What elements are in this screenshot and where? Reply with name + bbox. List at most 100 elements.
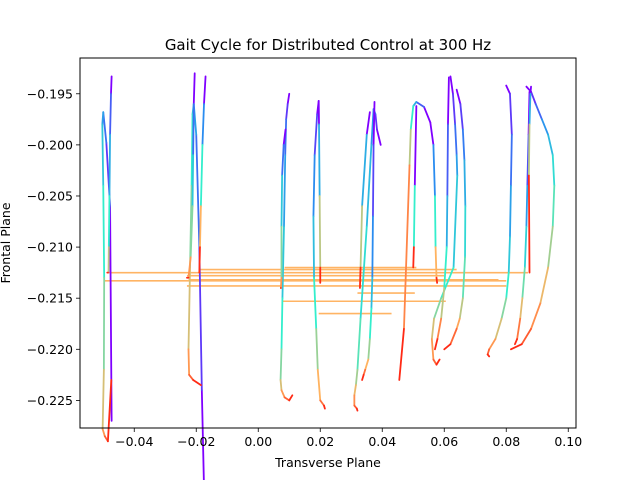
trajectory-segment — [403, 164, 411, 330]
trajectory-segment — [101, 368, 105, 430]
trajectory-series — [312, 100, 326, 410]
trajectory-segment — [452, 92, 457, 126]
trajectory-segment — [280, 297, 284, 351]
trajectory-segment — [463, 159, 467, 208]
trajectory-series — [101, 111, 113, 443]
trajectory-segment — [101, 111, 105, 126]
trajectory-series — [359, 111, 371, 289]
chart-title: Gait Cycle for Distributed Control at 30… — [165, 36, 491, 54]
trajectory-segment — [526, 133, 530, 187]
trajectory-segment — [370, 108, 375, 146]
trajectory-segment — [374, 113, 378, 131]
trajectory-segment — [283, 154, 287, 228]
trajectory-segment — [505, 271, 510, 300]
y-tick-label: −0.195 — [27, 86, 73, 101]
trajectory-segment — [312, 215, 315, 279]
trajectory-segment — [353, 384, 357, 397]
trajectory-segment — [281, 143, 285, 177]
trajectory-segment — [447, 76, 450, 126]
trajectory-segment — [494, 317, 503, 340]
trajectory-segment — [443, 246, 448, 289]
trajectory-segment — [408, 128, 412, 167]
trajectory-segment — [509, 184, 512, 238]
trajectory-segment — [539, 266, 549, 305]
trajectory-segment — [316, 368, 322, 402]
trajectory-segment — [189, 205, 194, 259]
x-tick-label: 0.02 — [306, 434, 334, 449]
trajectory-series — [486, 84, 513, 358]
trajectory-segment — [359, 205, 364, 269]
plot-frame — [79, 57, 577, 429]
trajectory-series — [198, 75, 207, 274]
trajectory-segment — [434, 246, 438, 279]
trajectory-segment — [288, 394, 294, 402]
trajectory-segment — [285, 103, 289, 121]
trajectory-segment — [364, 358, 370, 371]
trajectory-segment — [108, 133, 111, 197]
trajectory-segment — [412, 246, 415, 269]
trajectory-segment — [282, 128, 287, 146]
trajectory-segment — [191, 154, 195, 208]
trajectory-segment — [318, 123, 321, 197]
plot-area — [101, 72, 556, 480]
trajectory-segment — [455, 154, 459, 177]
y-tick-label: −0.210 — [27, 240, 73, 255]
trajectory-segment — [519, 297, 524, 320]
trajectory-segment — [102, 111, 108, 144]
trajectory-segment — [281, 225, 285, 300]
trajectory-segment — [313, 113, 319, 156]
trajectory-segment — [527, 123, 531, 177]
trajectory-series — [443, 88, 467, 351]
trajectory-segment — [435, 276, 439, 284]
trajectory-series — [361, 101, 376, 381]
trajectory-segment — [313, 276, 318, 330]
trajectory-segment — [319, 399, 325, 407]
trajectory-segment — [454, 123, 458, 156]
trajectory-segment — [430, 338, 435, 361]
trajectory-segment — [203, 75, 207, 105]
trajectory-segment — [279, 276, 283, 289]
trajectory-segment — [429, 121, 435, 146]
trajectory-segment — [200, 389, 205, 480]
trajectory-segment — [187, 266, 191, 351]
y-tick-label: −0.220 — [27, 342, 73, 357]
trajectory-segment — [279, 379, 283, 392]
trajectory-segment — [187, 348, 191, 376]
trajectory-segment — [365, 111, 371, 136]
trajectory-segment — [509, 92, 513, 136]
trajectory-series — [434, 76, 450, 351]
trajectory-segment — [523, 225, 528, 269]
trajectory-segment — [413, 105, 418, 187]
trajectory-segment — [551, 154, 556, 187]
trajectory-segment — [190, 113, 194, 187]
trajectory-segment — [527, 174, 531, 274]
trajectory-segment — [359, 266, 362, 289]
trajectory-series — [430, 75, 459, 366]
trajectory-segment — [434, 195, 437, 248]
trajectory-segment — [530, 90, 537, 105]
trajectory-segment — [432, 143, 436, 197]
trajectory-segment — [280, 389, 286, 399]
y-axis-label: Frontal Plane — [0, 202, 13, 283]
x-tick-label: 0.06 — [430, 434, 458, 449]
trajectory-segment — [284, 118, 288, 156]
trajectory-segment — [459, 103, 464, 131]
trajectory-segment — [505, 84, 511, 95]
x-tick-label: −0.02 — [177, 434, 215, 449]
trajectory-segment — [433, 297, 443, 320]
y-tick-label: −0.225 — [27, 393, 73, 408]
trajectory-segment — [192, 103, 195, 156]
trajectory-segment — [372, 101, 376, 146]
trajectory-series — [527, 85, 532, 274]
trajectory-segment — [430, 317, 435, 340]
trajectory-segment — [514, 338, 518, 346]
y-tick-label: −0.215 — [27, 291, 73, 306]
trajectory-segment — [529, 85, 532, 95]
trajectory-segment — [101, 123, 105, 187]
trajectory-segment — [188, 373, 195, 381]
trajectory-segment — [434, 338, 439, 351]
trajectory-series — [509, 85, 556, 351]
trajectory-segment — [370, 276, 374, 310]
trajectory-segment — [528, 92, 532, 126]
